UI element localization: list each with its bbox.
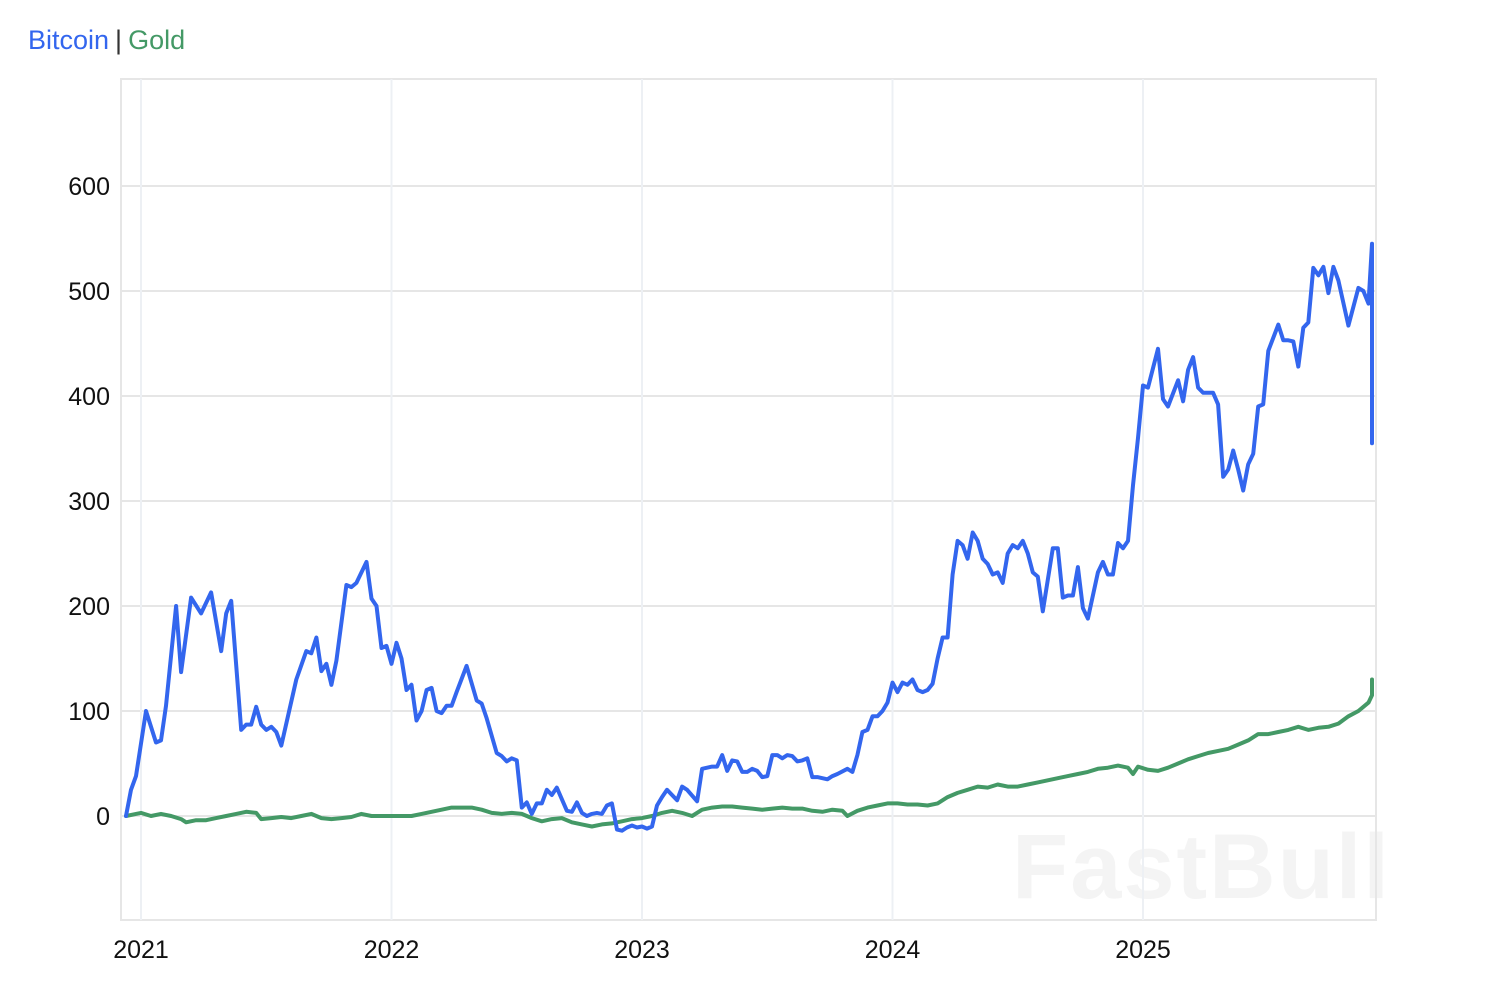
- x-tick-label: 2025: [1115, 936, 1171, 964]
- axes: 0 100 200 300 400 500 600 2021 2022 2023 2024 2025: [68, 173, 1171, 964]
- series-layer: [124, 241, 1374, 833]
- y-tick-label: 100: [68, 698, 110, 726]
- y-tick-label: 200: [68, 593, 110, 621]
- x-tick-label: 2023: [614, 936, 670, 964]
- watermark: FastBull: [1012, 816, 1391, 918]
- chart-legend: Bitcoin | Gold: [28, 22, 185, 58]
- legend-separator: |: [115, 25, 123, 55]
- y-tick-label: 500: [68, 278, 110, 306]
- y-tick-label: 300: [68, 488, 110, 516]
- plot-frame: [120, 78, 1377, 921]
- series-line-bitcoin[interactable]: [124, 241, 1374, 833]
- x-tick-label: 2022: [364, 936, 420, 964]
- x-tick-label: 2024: [865, 936, 921, 964]
- series-line-gold[interactable]: [124, 677, 1374, 829]
- gridlines: [120, 78, 1377, 921]
- y-tick-label: 600: [68, 173, 110, 201]
- watermark-text: FastBull: [1012, 816, 1391, 918]
- y-tick-label: 400: [68, 383, 110, 411]
- y-tick-label: 0: [96, 803, 110, 831]
- x-tick-label: 2021: [113, 936, 169, 964]
- legend-item-bitcoin[interactable]: Bitcoin: [28, 25, 110, 55]
- legend-item-gold[interactable]: Gold: [128, 25, 186, 55]
